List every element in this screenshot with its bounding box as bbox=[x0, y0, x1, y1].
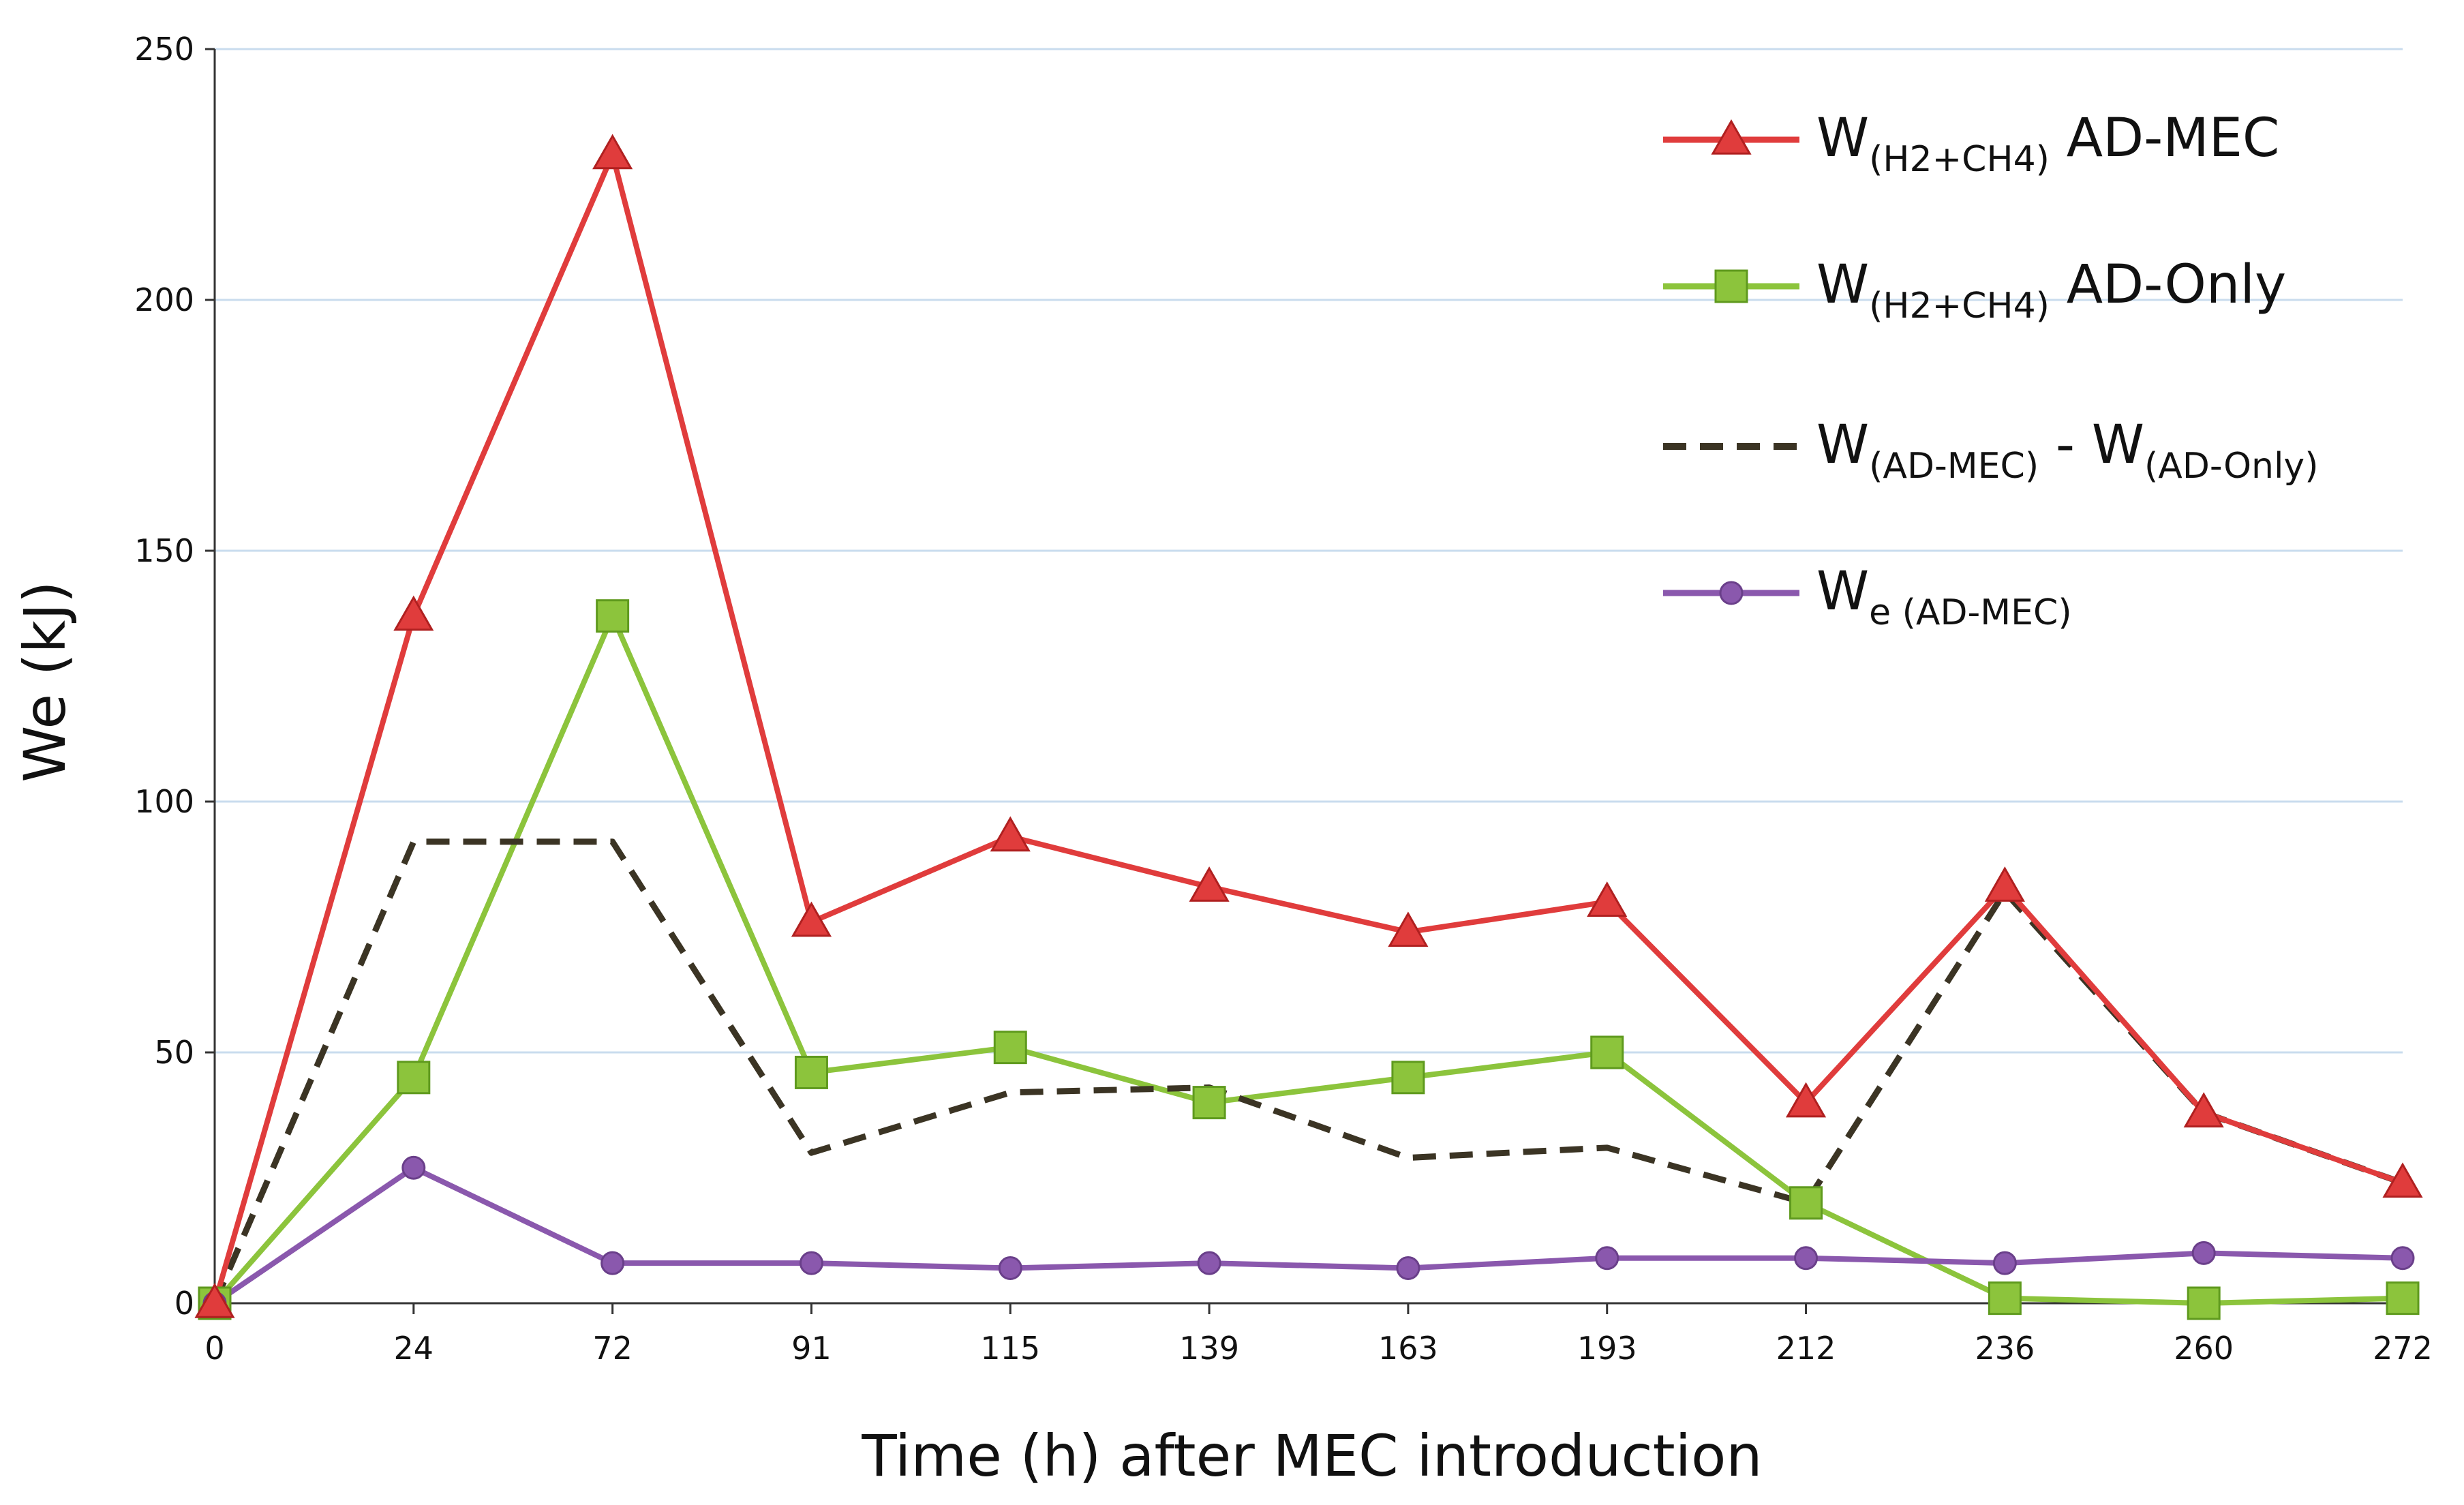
data-point bbox=[1992, 1251, 2017, 1275]
y-tick-label: 50 bbox=[154, 1034, 194, 1071]
legend-marker bbox=[1719, 581, 1744, 605]
data-point bbox=[393, 595, 434, 631]
data-point bbox=[1388, 911, 1429, 947]
data-point bbox=[1794, 1246, 1819, 1271]
data-point bbox=[2183, 1092, 2224, 1128]
x-tick-label: 0 bbox=[204, 1330, 224, 1367]
y-tick-label: 150 bbox=[134, 532, 194, 569]
data-point bbox=[794, 1055, 828, 1089]
data-point bbox=[799, 1251, 823, 1275]
data-point bbox=[1785, 1082, 1827, 1118]
data-point bbox=[998, 1256, 1022, 1280]
data-point bbox=[791, 901, 832, 937]
x-tick-label: 91 bbox=[791, 1330, 832, 1367]
legend-label: We (AD-MEC) bbox=[1816, 561, 2072, 633]
legend-entry-0: W(H2+CH4) AD-MEC bbox=[1663, 108, 2279, 180]
series-line-3 bbox=[213, 1165, 2403, 1306]
data-point bbox=[592, 134, 633, 170]
x-tick-label: 193 bbox=[1577, 1330, 1637, 1367]
legend-marker bbox=[1714, 269, 1748, 303]
x-tick-label: 72 bbox=[592, 1330, 633, 1367]
series-line-2 bbox=[211, 838, 2404, 1305]
data-point bbox=[1984, 866, 2025, 902]
data-point bbox=[397, 1061, 431, 1095]
series-line-1 bbox=[212, 613, 2403, 1306]
axes bbox=[205, 48, 2404, 1314]
data-point bbox=[1396, 1256, 1420, 1280]
series-line-0 bbox=[212, 151, 2404, 1305]
x-tick-label: 139 bbox=[1179, 1330, 1239, 1367]
data-point bbox=[1192, 1086, 1226, 1120]
data-point bbox=[1587, 881, 1628, 917]
legend-label: W(AD-MEC) - W(AD-Only) bbox=[1816, 414, 2318, 487]
data-point bbox=[2187, 1286, 2221, 1320]
legend-label: W(H2+CH4) AD-MEC bbox=[1816, 108, 2279, 180]
legend-entry-1: W(H2+CH4) AD-Only bbox=[1663, 254, 2286, 326]
legend-marker bbox=[1711, 119, 1752, 155]
y-tick-label: 200 bbox=[134, 282, 194, 318]
x-tick-label: 212 bbox=[1776, 1330, 1836, 1367]
x-tick-label: 272 bbox=[2373, 1330, 2433, 1367]
data-series bbox=[211, 151, 2404, 1306]
data-point bbox=[1988, 1281, 2022, 1316]
x-tick-label: 260 bbox=[2174, 1330, 2234, 1367]
legend-entry-2: W(AD-MEC) - W(AD-Only) bbox=[1663, 414, 2318, 487]
y-tick-label: 100 bbox=[134, 783, 194, 820]
data-markers bbox=[194, 134, 2423, 1320]
data-point bbox=[2382, 1162, 2423, 1198]
x-tick-label: 24 bbox=[394, 1330, 434, 1367]
x-tick-label: 163 bbox=[1378, 1330, 1438, 1367]
legend-entry-3: We (AD-MEC) bbox=[1663, 561, 2072, 633]
data-point bbox=[1197, 1251, 1221, 1275]
data-point bbox=[1189, 866, 1230, 902]
x-tick-label: 236 bbox=[1975, 1330, 2035, 1367]
x-tick-label: 115 bbox=[980, 1330, 1040, 1367]
data-point bbox=[2191, 1241, 2216, 1265]
y-tick-label: 250 bbox=[134, 31, 194, 67]
tick-labels: 0 50 100 150 200 250 0 24 72 91 115 139 163 193 212 236… bbox=[134, 31, 2433, 1367]
data-point bbox=[1789, 1186, 1823, 1220]
y-axis-title: We (kJ) bbox=[12, 581, 78, 782]
data-point bbox=[401, 1155, 426, 1180]
data-point bbox=[2386, 1281, 2420, 1316]
data-point bbox=[990, 816, 1031, 852]
data-point bbox=[194, 1282, 235, 1318]
legend-label: W(H2+CH4) AD-Only bbox=[1816, 254, 2286, 326]
data-point bbox=[2390, 1246, 2415, 1271]
grid-lines bbox=[215, 48, 2403, 1054]
data-point bbox=[600, 1251, 625, 1275]
data-point bbox=[1590, 1035, 1624, 1069]
data-point bbox=[1595, 1246, 1619, 1271]
y-tick-label: 0 bbox=[174, 1285, 194, 1322]
data-point bbox=[1391, 1061, 1425, 1095]
legend: W(H2+CH4) AD-MEC W(H2+CH4) AD-Only W(AD-ME… bbox=[1663, 108, 2318, 633]
x-axis-title: Time (h) after MEC introduction bbox=[861, 1423, 1762, 1489]
data-point bbox=[596, 599, 630, 633]
data-point bbox=[993, 1031, 1027, 1065]
